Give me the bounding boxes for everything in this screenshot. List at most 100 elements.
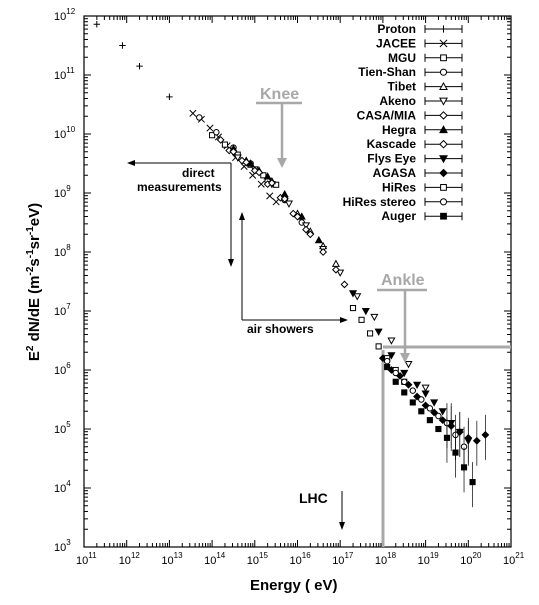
- x-tick-label: 1014: [204, 551, 226, 567]
- y-axis-title: E2 dN/dE (m-2s-1sr-1eV): [25, 203, 43, 361]
- data-point: [209, 132, 216, 139]
- air-right-arrow-head: [340, 317, 348, 323]
- direct-arrow-head: [127, 160, 135, 166]
- data-point: [293, 212, 302, 221]
- y-tick-label: 107: [54, 302, 71, 318]
- knee-label: Knee: [260, 86, 299, 103]
- x-tick-label: 1021: [503, 551, 525, 567]
- data-point: [435, 425, 442, 433]
- legend-label: AGASA: [373, 166, 417, 180]
- series-flys-eye: [348, 290, 473, 466]
- legend-marker: [439, 81, 448, 90]
- data-point: [332, 265, 340, 274]
- data-point: [426, 405, 434, 412]
- data-point: [284, 200, 294, 208]
- data-point: [401, 389, 408, 396]
- knee-arrow-head: [277, 158, 287, 168]
- series-auger: [384, 363, 476, 508]
- data-point: [302, 225, 310, 234]
- legend-marker: [439, 97, 448, 106]
- data-point: [93, 21, 101, 28]
- data-point: [331, 259, 340, 267]
- legend-label: Proton: [377, 22, 416, 36]
- x-tick-label: 1012: [119, 551, 141, 567]
- data-point: [409, 399, 416, 406]
- data-point: [404, 361, 413, 369]
- data-point: [383, 357, 391, 365]
- legend-label: Flys Eye: [367, 152, 416, 166]
- data-point: [263, 172, 272, 180]
- data-point: [375, 343, 382, 350]
- legend-marker: [439, 125, 448, 134]
- data-point: [367, 330, 374, 337]
- data-point: [481, 430, 490, 439]
- data-point: [464, 433, 473, 442]
- series-agasa: [378, 354, 490, 466]
- y-tick-label: 1012: [54, 7, 76, 23]
- direct-label-line2: measurements: [137, 180, 222, 194]
- legend-marker: [439, 198, 448, 206]
- data-point: [387, 337, 396, 345]
- data-point: [213, 129, 220, 136]
- legend-marker: [439, 168, 448, 178]
- data-point: [233, 154, 242, 162]
- air-up-arrow-head: [239, 212, 245, 220]
- data-point: [418, 396, 425, 403]
- ankle-arrow-head: [400, 353, 410, 363]
- direct-down-arrow-head: [228, 259, 234, 267]
- x-tick-label: 1015: [247, 551, 269, 567]
- data-point: [409, 387, 417, 394]
- data-point: [272, 198, 280, 206]
- data-point: [257, 180, 265, 188]
- ankle-label: Ankle: [381, 272, 425, 289]
- data-point: [216, 135, 225, 144]
- data-point: [426, 417, 433, 424]
- x-tick-label: 1011: [76, 551, 97, 567]
- legend-label: Auger: [381, 209, 416, 223]
- x-tick-label: 1013: [161, 551, 183, 567]
- y-tick-label: 104: [54, 479, 71, 495]
- legend-label: CASA/MIA: [357, 108, 417, 122]
- y-tick-label: 1011: [54, 66, 75, 82]
- data-point: [221, 141, 228, 148]
- x-tick-label: 1019: [418, 551, 440, 567]
- direct-label-line1: direct: [182, 166, 215, 180]
- data-point: [255, 168, 263, 177]
- data-point: [119, 42, 126, 49]
- data-point: [421, 390, 430, 398]
- data-point: [319, 248, 328, 256]
- data-point: [472, 436, 481, 445]
- legend: ProtonJACEEMGUTien-ShanTibetAkenoCASA/MI…: [343, 22, 463, 223]
- data-point: [452, 449, 459, 456]
- data-point: [418, 408, 425, 415]
- data-point: [340, 280, 349, 289]
- data-point: [336, 269, 345, 277]
- data-point: [384, 363, 391, 371]
- data-point: [306, 230, 315, 239]
- legend-marker: [439, 111, 448, 120]
- y-tick-labels: 103 104 105 106 107 108 109 1010 1011 1012: [54, 7, 76, 554]
- data-point: [435, 412, 442, 420]
- data-point: [400, 369, 409, 378]
- y-tick-label: 1010: [54, 125, 76, 141]
- x-axis-title: Energy ( eV): [250, 577, 338, 594]
- x-tick-label: 1018: [375, 551, 397, 567]
- data-point: [392, 378, 399, 385]
- data-point: [401, 378, 408, 386]
- data-point: [430, 408, 439, 417]
- legend-marker: [439, 68, 448, 76]
- data-point: [460, 464, 468, 471]
- legend-marker: [439, 139, 448, 149]
- data-point: [430, 399, 439, 407]
- data-point: [166, 93, 173, 101]
- legend-label: HiRes stereo: [343, 195, 416, 209]
- data-point: [361, 307, 370, 316]
- data-point: [206, 124, 214, 132]
- y-tick-label: 106: [54, 361, 71, 377]
- data-point: [267, 179, 276, 187]
- axis-ticks: [83, 15, 512, 548]
- y-tick-label: 105: [54, 420, 71, 436]
- legend-label: Tien-Shan: [358, 65, 416, 79]
- legend-marker: [439, 155, 448, 164]
- legend-marker: [439, 39, 448, 48]
